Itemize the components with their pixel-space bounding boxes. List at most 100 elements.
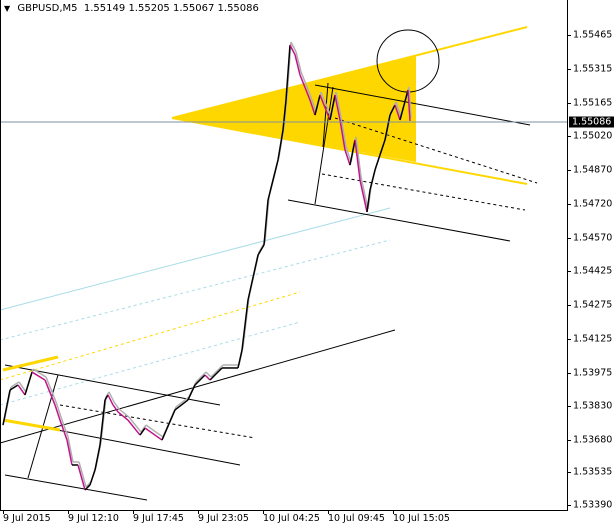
pitchfork-handle-2[interactable] bbox=[322, 82, 329, 148]
yellow-segment-1[interactable] bbox=[2, 355, 59, 372]
triangle-object[interactable] bbox=[172, 56, 416, 162]
channel-top-mid-1[interactable] bbox=[334, 117, 538, 184]
price-segment bbox=[209, 367, 223, 381]
price-segment bbox=[84, 484, 91, 491]
price-segment bbox=[99, 399, 106, 446]
y-tick-label: 1.54125 bbox=[573, 333, 613, 345]
price-segment bbox=[89, 469, 96, 486]
high-value: 1.55205 bbox=[128, 3, 170, 14]
yellow-dotted-line[interactable] bbox=[0, 291, 301, 381]
channel-low-dashed[interactable] bbox=[59, 404, 256, 439]
y-tick-label: 1.54720 bbox=[573, 198, 613, 210]
price-segment bbox=[299, 74, 311, 101]
price-segment bbox=[369, 169, 376, 191]
x-tick-label: 10 Jul 09:45 bbox=[328, 513, 385, 524]
price-segment bbox=[354, 139, 361, 181]
x-tick-label: 9 Jul 23:05 bbox=[198, 513, 249, 524]
y-tick-label: 1.53680 bbox=[573, 434, 613, 446]
price-wick bbox=[145, 424, 164, 438]
chart-title: ▼ GBPUSD,M5 1.55149 1.55205 1.55067 1.55… bbox=[4, 3, 259, 14]
price-wick bbox=[108, 391, 115, 403]
triangle-down-icon[interactable]: ▼ bbox=[4, 4, 11, 13]
price-wick bbox=[210, 364, 224, 378]
channel-low-upper[interactable] bbox=[4, 364, 221, 406]
price-segment bbox=[263, 199, 269, 245]
price-segment bbox=[187, 384, 196, 401]
price-segment bbox=[339, 119, 346, 151]
price-wick bbox=[10, 381, 20, 388]
price-segment bbox=[399, 104, 405, 121]
price-segment bbox=[94, 444, 101, 471]
price-segment bbox=[314, 94, 321, 116]
price-segment bbox=[107, 394, 114, 406]
price-segment bbox=[334, 94, 341, 121]
y-tick-label: 1.55315 bbox=[573, 63, 613, 75]
y-tick-label: 1.55020 bbox=[573, 130, 613, 142]
price-wick bbox=[310, 96, 317, 113]
price-segment bbox=[237, 349, 243, 369]
open-value: 1.55149 bbox=[83, 3, 126, 14]
black-trendline[interactable] bbox=[0, 329, 396, 444]
price-segment bbox=[9, 384, 19, 391]
price-segment bbox=[344, 149, 351, 166]
symbol-label: GBPUSD,M5 bbox=[17, 3, 78, 14]
channel-top-upper[interactable] bbox=[314, 84, 531, 126]
price-wick bbox=[195, 371, 207, 383]
current-price-label: 1.55086 bbox=[569, 116, 614, 128]
channel-low-lower[interactable] bbox=[4, 474, 148, 501]
price-wick bbox=[295, 51, 302, 73]
price-segment bbox=[319, 94, 331, 121]
price-series bbox=[2, 41, 412, 491]
price-segment bbox=[257, 244, 265, 256]
light-blue-dotted-line-2[interactable] bbox=[0, 321, 301, 406]
channel-top-mid-2[interactable] bbox=[321, 173, 526, 211]
y-tick-label: 1.53535 bbox=[573, 466, 613, 478]
price-wick bbox=[175, 396, 190, 408]
yellow-trendline-upper[interactable] bbox=[171, 26, 528, 119]
price-segment bbox=[349, 139, 356, 166]
light-blue-dotted-line[interactable] bbox=[0, 239, 391, 341]
price-wick bbox=[32, 368, 47, 378]
price-wick bbox=[320, 91, 332, 118]
price-segment bbox=[289, 44, 296, 56]
price-segment bbox=[161, 409, 176, 441]
price-segment bbox=[374, 154, 381, 171]
yellow-trendline-lower[interactable] bbox=[171, 117, 528, 185]
price-segment bbox=[59, 419, 68, 441]
price-wick bbox=[55, 401, 62, 418]
price-segment bbox=[54, 404, 61, 421]
price-segment bbox=[174, 399, 189, 411]
yellow-segment-2[interactable] bbox=[2, 418, 61, 432]
price-segment bbox=[17, 384, 26, 396]
price-wick bbox=[113, 401, 120, 410]
price-segment bbox=[66, 439, 73, 466]
price-wick bbox=[118, 408, 130, 418]
price-wick bbox=[355, 136, 362, 178]
price-segment bbox=[247, 254, 259, 301]
light-blue-line[interactable] bbox=[0, 207, 391, 311]
x-tick-label: 9 Jul 2015 bbox=[3, 513, 51, 524]
price-segment bbox=[285, 44, 291, 101]
price-wick bbox=[18, 381, 27, 393]
channel-top-lower[interactable] bbox=[287, 199, 511, 242]
price-wick bbox=[286, 41, 292, 98]
price-segment bbox=[104, 394, 109, 401]
price-segment bbox=[389, 104, 396, 116]
price-segment bbox=[267, 159, 279, 201]
price-segment bbox=[204, 374, 211, 381]
price-wick bbox=[290, 41, 297, 53]
price-wick bbox=[78, 461, 87, 488]
price-segment bbox=[24, 371, 33, 396]
price-segment bbox=[366, 189, 371, 213]
price-segment bbox=[194, 374, 206, 386]
price-wick bbox=[128, 416, 142, 433]
price-segment bbox=[282, 99, 287, 131]
price-wick bbox=[395, 101, 402, 118]
price-segment bbox=[309, 99, 316, 116]
price-wick bbox=[300, 71, 312, 98]
price-segment bbox=[379, 139, 386, 156]
pitchfork-handle-1[interactable] bbox=[314, 86, 334, 205]
price-wick bbox=[67, 436, 74, 463]
